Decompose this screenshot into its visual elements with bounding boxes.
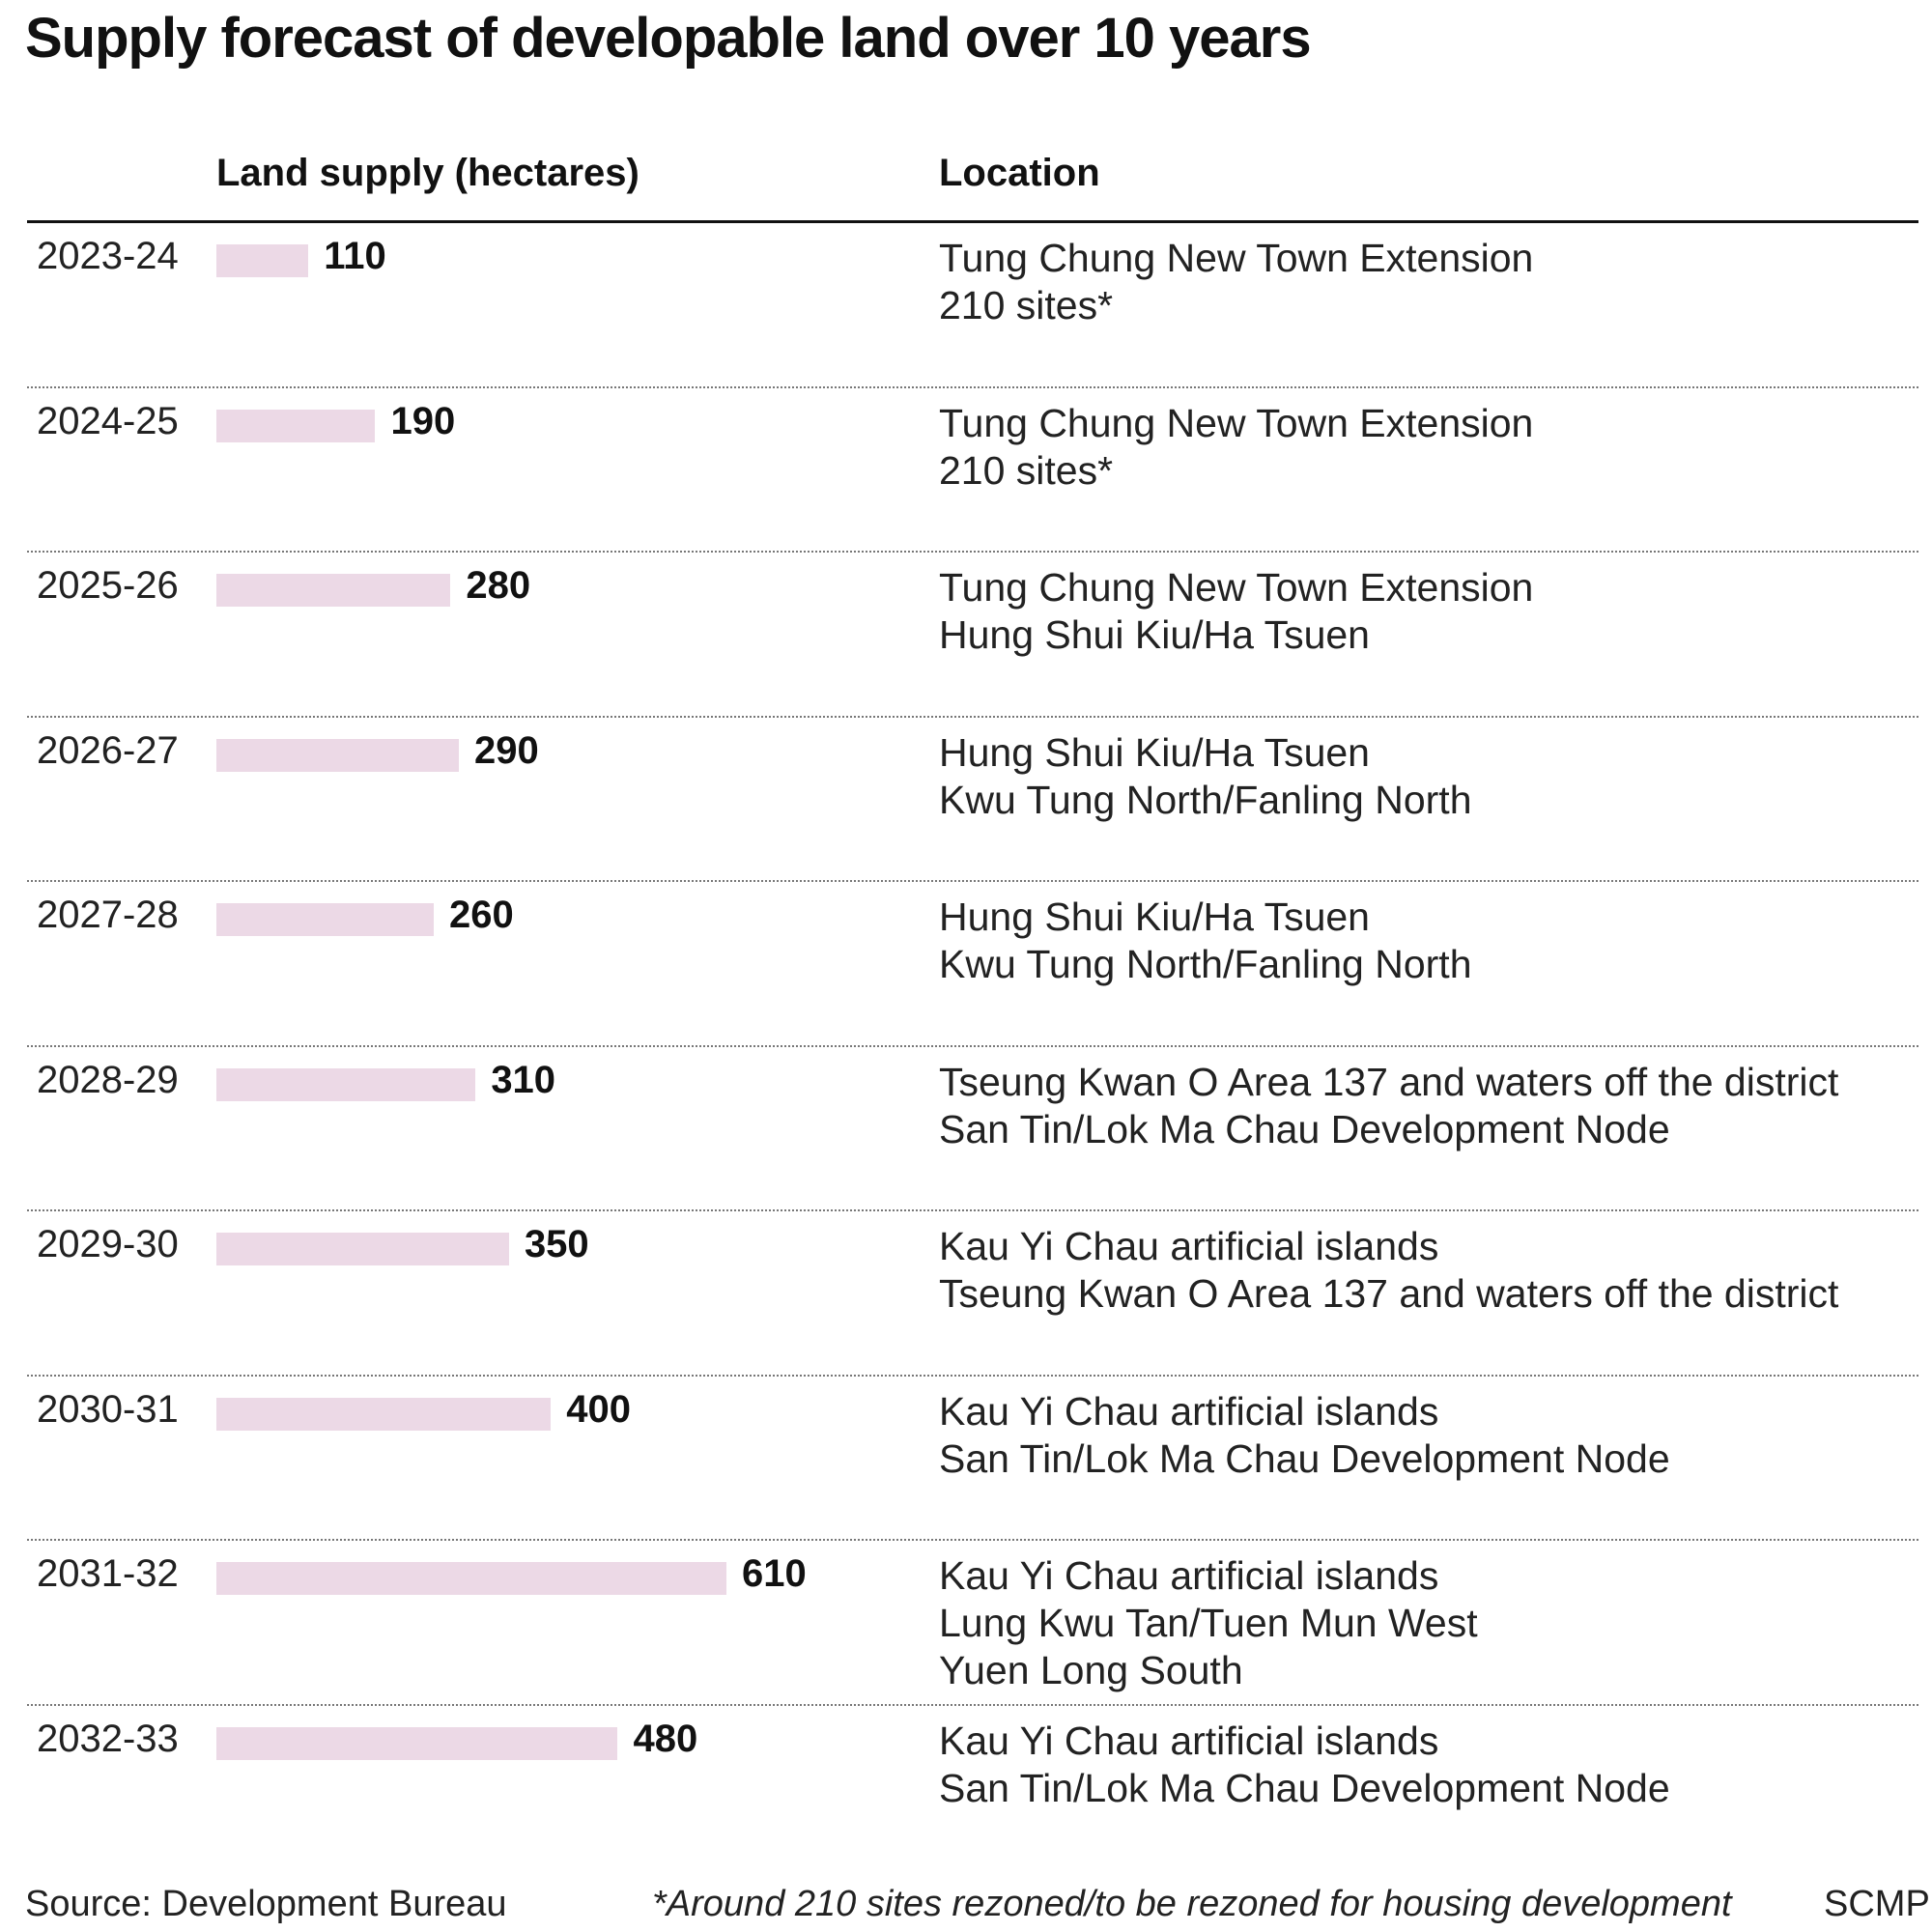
row-divider [27,1209,1918,1211]
table-row: 2030-31 400 Kau Yi Chau artificial islands… [0,1374,1932,1540]
year-label: 2032-33 [37,1717,179,1760]
table-row: 2028-29 310 Tseung Kwan O Area 137 and wat… [0,1044,1932,1210]
value-label: 610 [742,1552,807,1595]
location-name: Kau Yi Chau artificial islands [939,1553,1439,1598]
table-row: 2025-26 280 Tung Chung New Town Extension H… [0,551,1932,716]
table-row: 2024-25 190 Tung Chung New Town Extension 2… [0,385,1932,552]
year-label: 2031-32 [37,1552,179,1595]
publisher-brand: SCMP [1824,1884,1930,1924]
bar-2028-29 [216,1067,476,1101]
location-name: Tseung Kwan O Area 137 and waters off th… [939,1271,1839,1316]
row-divider [27,715,1918,718]
location-name: Hung Shui Kiu/Ha Tsuen [939,729,1370,775]
location-name: Tung Chung New Town Extension [939,236,1534,280]
location-name: Kau Yi Chau artificial islands [939,1718,1439,1763]
location-name: Tseung Kwan O Area 137 and waters off th… [939,1059,1839,1104]
location-name: Hung Shui Kiu/Ha Tsuen [939,895,1370,939]
year-label: 2026-27 [37,728,179,772]
value-label: 310 [491,1058,556,1101]
location-cell: Hung Shui Kiu/Ha Tsuen Kwu Tung North/Fan… [939,729,1472,824]
table-row: 2031-32 610 Kau Yi Chau artificial islands… [0,1539,1932,1704]
year-label: 2029-30 [37,1223,179,1265]
location-name: San Tin/Lok Ma Chau Development Node [939,1765,1670,1810]
location-cell: Kau Yi Chau artificial islands San Tin/Lo… [939,1718,1670,1812]
source-note: Source: Development Bureau [25,1884,507,1924]
location-name: Kwu Tung North/Fanling North [939,777,1472,822]
location-name: Kau Yi Chau artificial islands [939,1224,1439,1268]
year-label: 2028-29 [37,1058,179,1101]
location-name: Tung Chung New Town Extension [939,400,1534,445]
location-name: Yuen Long South [939,1648,1243,1692]
bar-2023-24 [216,244,309,277]
year-label: 2027-28 [37,894,179,936]
row-divider [27,551,1918,553]
location-cell: Kau Yi Chau artificial islands Tseung Kwa… [939,1223,1838,1318]
location-name: 210 sites* [939,283,1114,327]
location-name: San Tin/Lok Ma Chau Development Node [939,1435,1670,1481]
chart-title: Supply forecast of developable land over… [25,7,1312,70]
location-cell: Kau Yi Chau artificial islands San Tin/Lo… [939,1388,1670,1483]
year-label: 2030-31 [37,1387,179,1431]
land-supply-column-header: Land supply (hectares) [216,152,639,194]
location-cell: Hung Shui Kiu/Ha Tsuen Kwu Tung North/Fan… [939,894,1472,988]
bar-2030-31 [216,1397,552,1431]
row-divider [27,1044,1918,1047]
location-name: Hung Shui Kiu/Ha Tsuen [939,612,1370,657]
location-column-header: Location [939,152,1100,194]
row-divider [27,880,1918,882]
bar-2024-25 [216,409,376,442]
location-cell: Kau Yi Chau artificial islands Lung Kwu T… [939,1552,1478,1694]
location-cell: Tseung Kwan O Area 137 and waters off th… [939,1059,1838,1153]
location-name: 210 sites* [939,447,1114,493]
location-name: San Tin/Lok Ma Chau Development Node [939,1106,1670,1151]
bar-2027-28 [216,903,435,936]
value-label: 400 [566,1387,631,1431]
table-row: 2027-28 260 Hung Shui Kiu/Ha Tsuen Kwu Tung… [0,880,1932,1045]
bar-2026-27 [216,738,460,772]
location-cell: Tung Chung New Town Extension 210 sites* [939,400,1533,495]
header-rule [27,220,1918,223]
year-label: 2023-24 [37,235,179,277]
bar-2031-32 [216,1562,726,1595]
row-divider [27,1703,1918,1706]
table-row: 2029-30 350 Kau Yi Chau artificial islands… [0,1209,1932,1375]
value-label: 190 [390,399,456,442]
bar-2032-33 [216,1726,618,1760]
location-name: Tung Chung New Town Extension [939,565,1534,610]
row-divider [27,1539,1918,1541]
table-row: 2026-27 290 Hung Shui Kiu/Ha Tsuen Kwu Tung… [0,715,1932,881]
location-name: Lung Kwu Tan/Tuen Mun West [939,1601,1478,1645]
value-label: 110 [324,235,386,277]
location-name: Kwu Tung North/Fanling North [939,942,1472,986]
table-row: 2023-24 110 Tung Chung New Town Extension 2… [0,221,1932,386]
table-row: 2032-33 480 Kau Yi Chau artificial islands… [0,1703,1932,1869]
footnote: *Around 210 sites rezoned/to be rezoned … [652,1884,1732,1924]
location-cell: Tung Chung New Town Extension 210 sites* [939,235,1533,329]
value-label: 290 [474,728,539,772]
value-label: 350 [524,1223,589,1265]
row-divider [27,1374,1918,1377]
bar-2025-26 [216,574,451,607]
location-name: Kau Yi Chau artificial islands [939,1388,1439,1434]
row-divider [27,385,1918,388]
value-label: 260 [449,894,514,936]
year-label: 2024-25 [37,399,179,442]
bar-2029-30 [216,1233,509,1265]
value-label: 280 [466,564,531,607]
location-cell: Tung Chung New Town Extension Hung Shui K… [939,564,1533,659]
year-label: 2025-26 [37,564,179,607]
value-label: 480 [633,1717,698,1760]
